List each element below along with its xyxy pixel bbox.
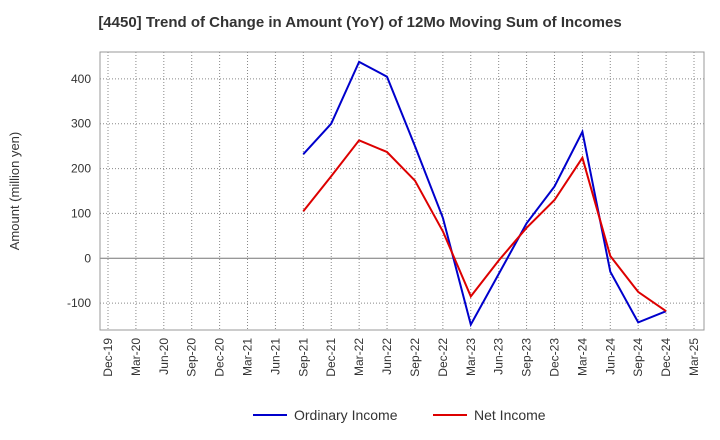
- x-tick-label: Dec-20: [213, 338, 227, 377]
- x-tick-label: Sep-21: [296, 338, 310, 377]
- x-tick-label: Sep-20: [185, 338, 199, 377]
- chart-title: [4450] Trend of Change in Amount (YoY) o…: [98, 14, 622, 31]
- y-tick-label: 300: [71, 117, 91, 131]
- x-tick-label: Sep-22: [408, 338, 422, 377]
- y-tick-label: 400: [71, 72, 91, 86]
- axis-layer: Dec-19 Mar-20 Jun-20 Sep-20 Dec-20 Mar-21 Jun-…: [67, 72, 701, 377]
- x-tick-label: Dec-21: [324, 338, 338, 377]
- x-tick-label: Dec-23: [547, 338, 561, 377]
- x-tick-label: Dec-19: [101, 338, 115, 377]
- legend: Ordinary Income Net Income: [253, 407, 546, 423]
- x-tick-label: Sep-24: [631, 338, 645, 377]
- series-line-ordinary-income: [302, 60, 667, 328]
- series-line-net-income: [302, 139, 667, 313]
- y-tick-label: 200: [71, 162, 91, 176]
- y-tick-label: 100: [71, 206, 91, 220]
- y-tick-label: -100: [67, 296, 91, 310]
- x-tick-label: Jun-24: [603, 338, 617, 375]
- x-tick-label: Dec-24: [659, 338, 673, 377]
- x-tick-label: Mar-22: [352, 338, 366, 376]
- x-tick-label: Sep-23: [520, 338, 534, 377]
- x-tick-label: Jun-23: [492, 338, 506, 375]
- x-tick-label: Jun-22: [380, 338, 394, 375]
- y-tick-label: 0: [84, 251, 91, 265]
- x-tick-label: Dec-22: [436, 338, 450, 377]
- series-layer: [302, 60, 667, 328]
- x-tick-label: Mar-20: [129, 338, 143, 376]
- legend-label-net-income: Net Income: [474, 407, 546, 423]
- x-tick-label: Jun-21: [268, 338, 282, 375]
- legend-label-ordinary-income: Ordinary Income: [294, 407, 398, 423]
- x-tick-label: Mar-21: [241, 338, 255, 376]
- grid-layer: [100, 52, 704, 330]
- y-axis-label: Amount (million yen): [7, 132, 22, 251]
- x-tick-label: Mar-25: [687, 338, 701, 376]
- x-tick-label: Mar-24: [575, 338, 589, 376]
- x-tick-label: Jun-20: [157, 338, 171, 375]
- x-tick-label: Mar-23: [464, 338, 478, 376]
- plot-frame: [99, 51, 705, 331]
